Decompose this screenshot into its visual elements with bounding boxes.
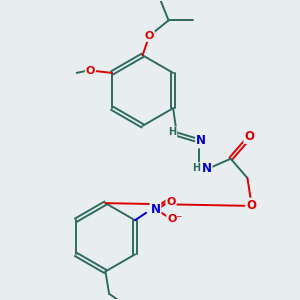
Text: O: O: [167, 196, 176, 207]
Text: N: N: [196, 134, 206, 147]
Text: N: N: [151, 202, 160, 216]
Text: O⁻: O⁻: [167, 214, 182, 224]
Text: H: H: [168, 128, 176, 137]
Text: O: O: [86, 66, 95, 76]
Text: O: O: [244, 130, 254, 143]
Text: O: O: [145, 31, 154, 41]
Text: H: H: [192, 163, 200, 173]
Text: N: N: [202, 161, 212, 175]
Text: O: O: [246, 199, 256, 212]
